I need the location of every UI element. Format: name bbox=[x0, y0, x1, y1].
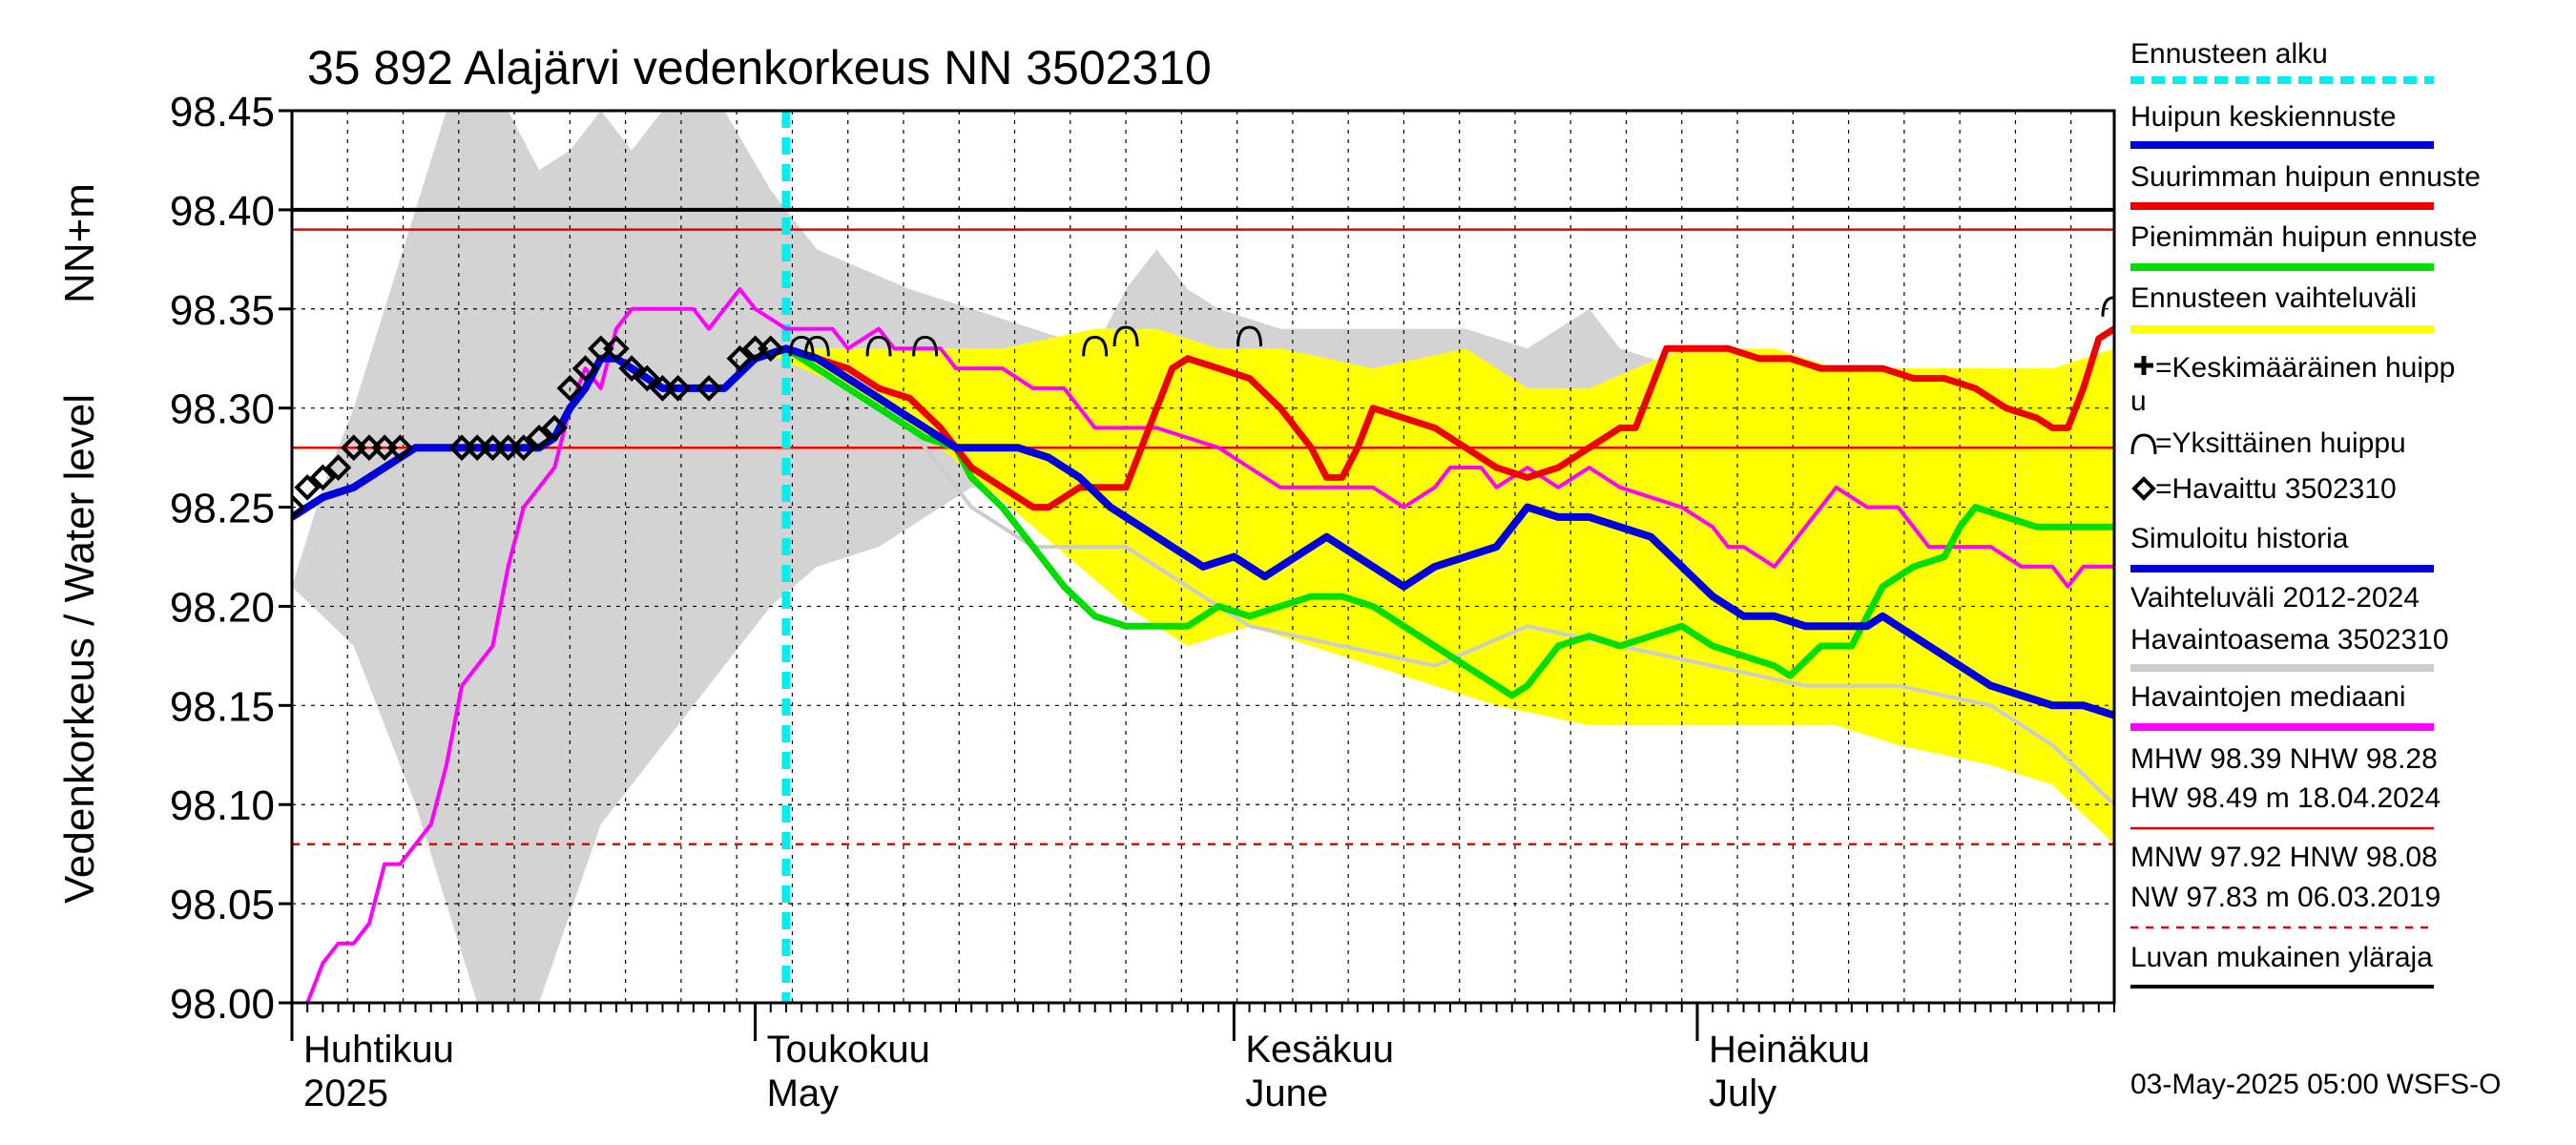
observed-point bbox=[571, 355, 599, 382]
x-month-sublabel: June bbox=[1245, 1072, 1328, 1114]
y-tick-label: 98.40 bbox=[170, 188, 275, 235]
plot-area bbox=[292, 111, 2114, 1003]
single-peak-marker bbox=[912, 335, 939, 357]
single-peak-marker bbox=[788, 335, 815, 357]
x-month-label: Heinäkuu bbox=[1709, 1029, 1870, 1071]
series-line-3 bbox=[782, 325, 2114, 511]
series-line-1 bbox=[784, 346, 2114, 807]
observed-point bbox=[324, 454, 352, 481]
y-tick-label: 98.45 bbox=[170, 89, 275, 135]
observed-point bbox=[526, 425, 552, 451]
x-month-sublabel: July bbox=[1709, 1072, 1776, 1114]
chart-title: 35 892 Alajärvi vedenkorkeus NN 3502310 bbox=[307, 41, 1212, 94]
legend-label: =Havaittu 3502310 bbox=[2155, 473, 2397, 505]
legend-label-line2: Havaintoasema 3502310 bbox=[2130, 624, 2449, 656]
footer-timestamp: 03-May-2025 05:00 WSFS-O bbox=[2130, 1069, 2502, 1100]
legend-label: Pienimmän huipun ennuste bbox=[2130, 221, 2478, 253]
legend-label: Simuloitu historia bbox=[2130, 523, 2349, 554]
x-month-label: Kesäkuu bbox=[1245, 1029, 1394, 1071]
legend-label: Luvan mukainen yläraja bbox=[2130, 942, 2433, 973]
single-peak-marker bbox=[2101, 296, 2114, 317]
single-peak-marker bbox=[865, 335, 892, 357]
legend-label: MNW 97.92 HNW 98.08 bbox=[2130, 842, 2438, 873]
series-line-2 bbox=[782, 344, 2114, 699]
y-tick-label: 98.20 bbox=[170, 584, 275, 631]
legend-label: MHW 98.39 NHW 98.28 bbox=[2130, 743, 2438, 775]
y-tick-label: 98.05 bbox=[170, 882, 275, 928]
series-line-0 bbox=[305, 287, 2114, 1003]
legend-label-line2: NW 97.83 m 06.03.2019 bbox=[2130, 882, 2441, 913]
legend-label-line2: u bbox=[2130, 385, 2147, 417]
legend-label: Ennusteen vaihteluväli bbox=[2130, 282, 2417, 314]
legend-plus-icon bbox=[2134, 356, 2153, 375]
legend-label: Ennusteen alku bbox=[2130, 38, 2328, 70]
observed-point bbox=[757, 335, 784, 363]
legend-label: Suurimman huipun ennuste bbox=[2130, 161, 2481, 193]
y-tick-label: 98.35 bbox=[170, 287, 275, 334]
legend-label-line2: HW 98.49 m 18.04.2024 bbox=[2130, 782, 2441, 814]
forecast-range-band bbox=[755, 328, 2114, 844]
single-peak-marker bbox=[1112, 325, 1139, 346]
observed-point bbox=[509, 434, 537, 462]
x-month-label: Toukokuu bbox=[767, 1029, 930, 1071]
observed-point bbox=[634, 364, 661, 392]
legend-label: Huipun keskiennuste bbox=[2130, 101, 2397, 133]
y-tick-label: 98.25 bbox=[170, 486, 275, 532]
legend-diamond-icon bbox=[2131, 476, 2156, 501]
legend-label: =Yksittäinen huippu bbox=[2155, 427, 2406, 459]
observed-point bbox=[386, 434, 414, 462]
legend-label: =Keskimääräinen huipp bbox=[2155, 352, 2455, 384]
observed-point bbox=[603, 335, 630, 363]
y-axis-label-unit: NN+m bbox=[56, 183, 103, 303]
single-peak-marker bbox=[1082, 335, 1109, 357]
legend: Ennusteen alku Huipun keskiennuste Suurimm… bbox=[2130, 38, 2481, 989]
y-tick-label: 98.30 bbox=[170, 386, 275, 433]
observed-point bbox=[618, 355, 645, 382]
observed-point bbox=[696, 375, 722, 402]
observed-point bbox=[726, 344, 754, 372]
x-month-sublabel: May bbox=[767, 1072, 840, 1114]
series-line-4 bbox=[292, 344, 2114, 719]
reference-lines bbox=[292, 207, 2114, 846]
observed-point bbox=[664, 375, 692, 402]
range-band-2012-2024 bbox=[292, 111, 2114, 1003]
y-tick-labels: 98.00 98.05 98.10 98.15 98.20 98.25 98.30 98.35… bbox=[170, 89, 292, 1028]
plot-frame bbox=[290, 109, 2116, 1005]
series-lines bbox=[292, 287, 2114, 1003]
observed-point bbox=[541, 414, 568, 442]
single-peak-marker bbox=[1236, 325, 1263, 346]
y-tick-label: 98.10 bbox=[170, 782, 275, 829]
x-month-sublabel: 2025 bbox=[303, 1072, 388, 1114]
x-month-label: Huhtikuu bbox=[303, 1029, 454, 1071]
observed-point bbox=[292, 493, 305, 521]
observed-point bbox=[309, 464, 337, 491]
legend-label: Vaihteluväli 2012-2024 bbox=[2130, 582, 2420, 614]
y-tick-label: 98.00 bbox=[170, 981, 275, 1028]
observed-point bbox=[556, 375, 584, 402]
legend-label: Havaintojen mediaani bbox=[2130, 681, 2406, 713]
y-axis-label: Vedenkorkeus / Water level bbox=[56, 394, 103, 904]
legend-arch-icon bbox=[2130, 433, 2157, 455]
y-tick-label: 98.15 bbox=[170, 683, 275, 730]
single-peak-markers bbox=[788, 296, 2114, 357]
observed-markers bbox=[292, 335, 784, 521]
single-peak-marker bbox=[803, 335, 830, 357]
observed-point bbox=[294, 473, 322, 501]
